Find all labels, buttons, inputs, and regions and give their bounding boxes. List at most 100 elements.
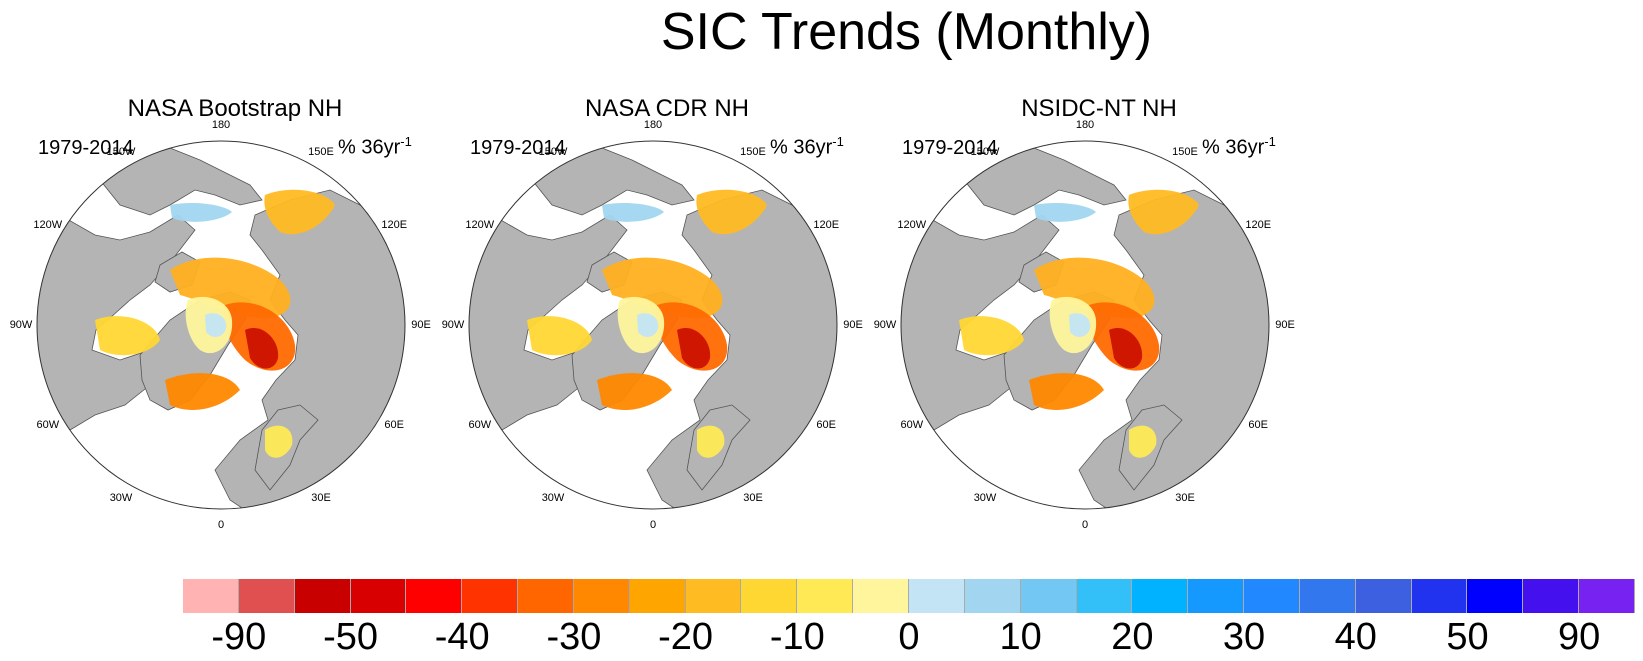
- colorbar-box: [1299, 579, 1356, 613]
- longitude-label: 150W: [970, 145, 1000, 158]
- colorbar-box: [1132, 579, 1189, 613]
- longitude-label: 180: [643, 119, 663, 131]
- longitude-label: 90W: [441, 319, 465, 331]
- colorbar-box: [406, 579, 463, 613]
- longitude-label: 150E: [1172, 145, 1198, 158]
- longitude-label: 60E: [1248, 419, 1268, 431]
- colorbar-box: [1355, 579, 1412, 613]
- colorbar-tick-label: 40: [1334, 616, 1377, 658]
- colorbar-box: [629, 579, 686, 613]
- map-content: [901, 141, 1269, 509]
- longitude-label: 90E: [411, 319, 431, 331]
- longitude-label: 150W: [106, 145, 136, 158]
- colorbar-tick-label: 20: [1111, 616, 1154, 658]
- colorbar-tick-label: -10: [769, 616, 825, 658]
- period-label: 1979-2014: [38, 137, 134, 159]
- sea-ice-trend-region: [265, 425, 293, 458]
- colorbar-box: [797, 579, 854, 613]
- longitude-label: 60E: [816, 419, 836, 431]
- polar-map-1: [36, 140, 406, 510]
- longitude-label: 30E: [1175, 492, 1195, 505]
- sea-ice-trend-region: [959, 316, 1024, 356]
- longitude-label: 60W: [36, 419, 60, 431]
- colorbar-box: [462, 579, 519, 613]
- longitude-label: 30E: [311, 492, 331, 505]
- panel-title: NASA CDR NH: [584, 95, 750, 122]
- sea-ice-trend-region: [1034, 202, 1096, 222]
- units-exponent: -1: [832, 134, 844, 149]
- longitude-label: 120W: [465, 219, 495, 231]
- sea-ice-trend-region: [637, 313, 659, 337]
- colorbar-tick-label: -40: [434, 616, 490, 658]
- colorbar-tick-label: 90: [1558, 616, 1601, 658]
- longitude-label: 150W: [538, 145, 568, 158]
- sea-ice-trend-region: [170, 257, 291, 319]
- longitude-label: 30W: [973, 492, 997, 505]
- longitude-label: 0: [217, 519, 225, 531]
- main-title: SIC Trends (Monthly): [660, 3, 1153, 61]
- sea-ice-trend-region: [1069, 313, 1091, 337]
- longitude-label: 150E: [740, 145, 766, 158]
- panel-title: NASA Bootstrap NH: [127, 95, 343, 122]
- longitude-label: 120W: [33, 219, 63, 231]
- sea-ice-trend-region: [1029, 373, 1104, 410]
- panel-title: NSIDC-NT NH: [1021, 95, 1177, 122]
- sea-ice-trend-region: [602, 257, 723, 319]
- map-content: [469, 141, 837, 509]
- map-panel-1: NASA Bootstrap NH 1979-2014 % 36yr-1 180 150…: [0, 0, 470, 540]
- colorbar-box: [1467, 579, 1524, 613]
- longitude-label: 60W: [468, 419, 492, 431]
- longitude-label: 30E: [743, 492, 763, 505]
- longitude-label: 90E: [1275, 319, 1295, 331]
- colorbar-box: [908, 579, 965, 613]
- colorbar-tick-label: 50: [1446, 616, 1489, 658]
- colorbar-box: [853, 579, 909, 613]
- sea-ice-trend-region: [527, 316, 592, 356]
- polar-map-3: [900, 140, 1270, 510]
- sea-ice-trend-region: [697, 425, 725, 458]
- units-label: % 36yr-1: [338, 134, 412, 159]
- sea-ice-trend-region: [245, 328, 279, 369]
- longitude-label: 30W: [541, 492, 565, 505]
- colorbar-box: [964, 579, 1021, 613]
- longitude-label: 150E: [308, 145, 334, 158]
- longitude-label: 60E: [384, 419, 404, 431]
- colorbar-tick-label: -90: [211, 616, 267, 658]
- colorbar-box: [294, 579, 351, 613]
- colorbar-box: [1579, 579, 1635, 613]
- longitude-label: 120E: [1245, 219, 1272, 231]
- longitude-label: 180: [211, 119, 231, 131]
- colorbar-tick-label: 30: [1222, 616, 1266, 658]
- sea-ice-trend-region: [602, 202, 664, 222]
- colorbar-box: [1523, 579, 1580, 613]
- sea-ice-trend-region: [264, 189, 335, 235]
- longitude-label: 0: [1081, 519, 1089, 531]
- map-content: [37, 141, 405, 509]
- longitude-label: 30W: [109, 492, 133, 505]
- longitude-label: 180: [1075, 119, 1095, 131]
- units-label: % 36yr-1: [1202, 134, 1276, 159]
- longitude-label: 120W: [897, 219, 927, 231]
- colorbar-box: [350, 579, 407, 613]
- sea-ice-trend-region: [165, 373, 240, 410]
- period-label: 1979-2014: [470, 137, 566, 159]
- map-boundary: [36, 140, 406, 510]
- colorbar-box: [1188, 579, 1245, 613]
- longitude-label: 90W: [873, 319, 897, 331]
- sea-ice-trend-region: [696, 189, 767, 235]
- colorbar: [183, 579, 1635, 613]
- longitude-label: 60W: [900, 419, 924, 431]
- sea-ice-trend-region: [95, 316, 160, 356]
- sea-ice-trend-region: [1128, 189, 1199, 235]
- units-exponent: -1: [400, 134, 412, 149]
- units-exponent: -1: [1264, 134, 1276, 149]
- colorbar-box: [1076, 579, 1133, 613]
- period-label: 1979-2014: [902, 137, 998, 159]
- colorbar-tick-label: -30: [546, 616, 602, 658]
- colorbar-tick-label: -50: [323, 616, 378, 658]
- colorbar-box: [183, 579, 239, 613]
- map-panel-3: NSIDC-NT NH 1979-2014 % 36yr-1 180 150E 120E 9…: [864, 0, 1334, 540]
- sea-ice-trend-region: [170, 202, 232, 222]
- colorbar-box: [238, 579, 295, 613]
- map-boundary: [468, 140, 838, 510]
